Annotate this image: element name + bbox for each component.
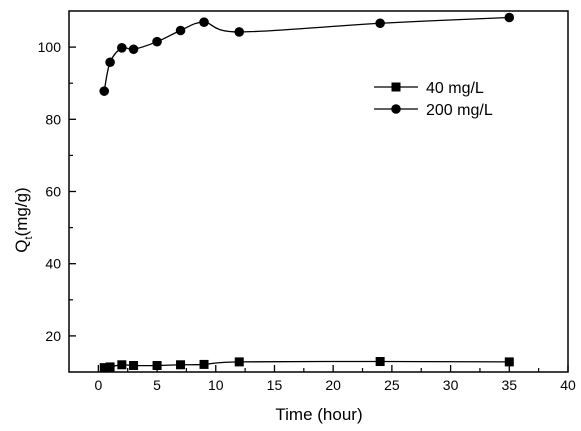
y-tick-label: 60 xyxy=(45,184,61,200)
y-tick-label: 100 xyxy=(38,39,62,55)
x-tick-label: 25 xyxy=(384,377,400,393)
data-point xyxy=(105,57,115,68)
y-axis-title-main: Q xyxy=(12,239,31,252)
data-point xyxy=(117,360,127,370)
x-tick-label: 35 xyxy=(502,377,518,393)
y-axis-title-units: (mg/g) xyxy=(12,187,31,236)
y-tick-label: 80 xyxy=(45,111,61,127)
legend-marker xyxy=(391,104,401,114)
legend: 40 mg/L 200 mg/L xyxy=(374,80,493,119)
x-tick-label: 10 xyxy=(208,377,224,393)
data-point xyxy=(117,43,127,53)
data-point xyxy=(199,359,209,369)
data-point xyxy=(504,357,514,367)
data-point xyxy=(99,363,109,373)
x-tick-label: 5 xyxy=(153,377,161,393)
x-tick-label: 15 xyxy=(267,377,283,393)
data-point xyxy=(99,86,110,96)
data-point xyxy=(234,27,245,37)
data-point xyxy=(105,362,115,372)
x-tick-label: 0 xyxy=(94,377,102,393)
data-point xyxy=(175,25,186,36)
x-tick-label: 40 xyxy=(560,377,576,393)
y-axis-title-subscript: t xyxy=(23,236,35,239)
data-point xyxy=(129,361,139,371)
data-point xyxy=(128,44,139,55)
x-tick-label: 30 xyxy=(443,377,459,393)
axes: 0 5 10 15 20 25 30 35 40 20 40 60 80 100 xyxy=(38,39,576,393)
y-axis-title: Qt(mg/g) xyxy=(12,187,35,252)
data-point xyxy=(234,357,244,367)
legend-label: 200 mg/L xyxy=(426,102,493,119)
legend-marker xyxy=(391,82,401,92)
data-point xyxy=(176,360,186,370)
data-point xyxy=(504,12,515,23)
x-tick-label: 20 xyxy=(325,377,341,393)
data-point xyxy=(375,18,385,29)
legend-label: 40 mg/L xyxy=(426,80,484,97)
y-tick-label: 20 xyxy=(45,328,61,344)
data-point xyxy=(199,17,209,27)
data-point xyxy=(375,357,385,367)
plot-area xyxy=(99,12,515,373)
data-point xyxy=(152,36,162,47)
x-axis-title: Time (hour) xyxy=(275,405,362,424)
y-tick-label: 40 xyxy=(45,256,61,272)
